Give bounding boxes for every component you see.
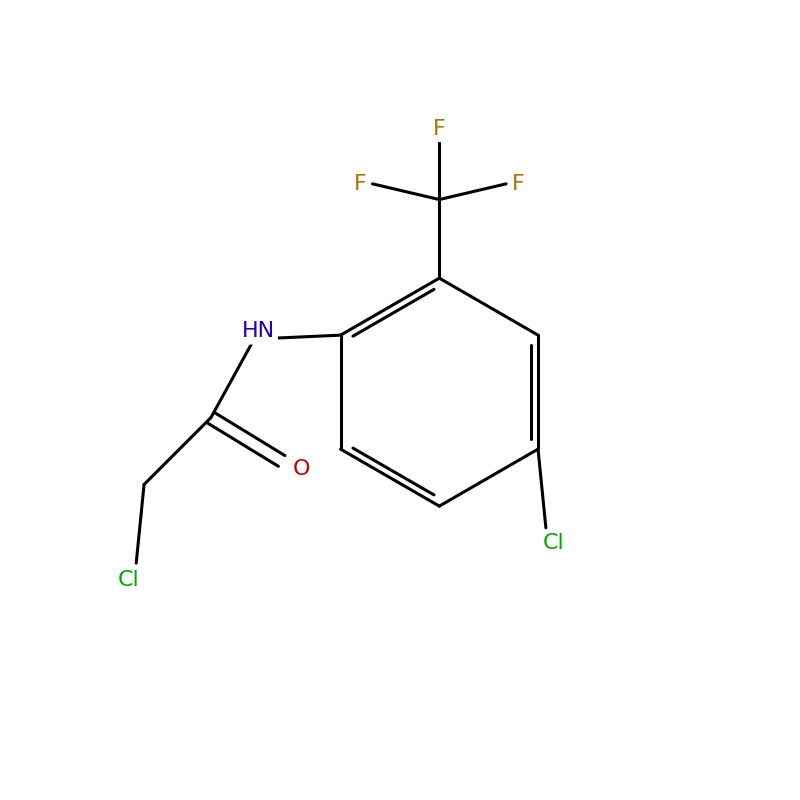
Text: Cl: Cl [543, 534, 565, 554]
Text: F: F [433, 118, 446, 138]
Text: Cl: Cl [118, 570, 139, 590]
Text: HN: HN [242, 322, 274, 342]
Text: F: F [354, 174, 367, 194]
Text: F: F [511, 174, 524, 194]
Text: O: O [293, 458, 310, 478]
